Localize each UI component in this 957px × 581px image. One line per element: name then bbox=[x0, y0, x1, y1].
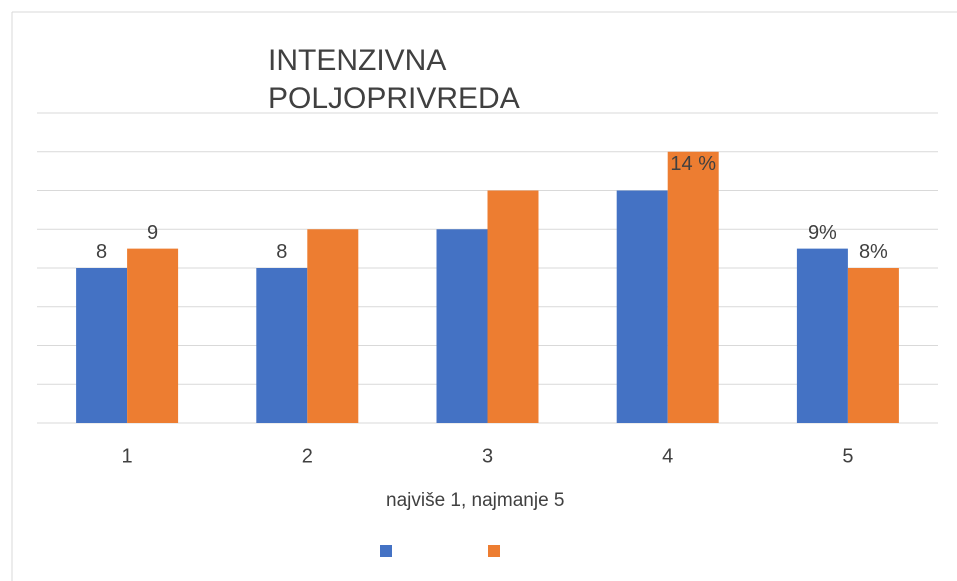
bar bbox=[436, 229, 488, 423]
bar bbox=[307, 229, 359, 423]
data-label: 9% bbox=[807, 221, 837, 244]
data-label: 8% bbox=[858, 241, 888, 263]
x-tick-label: 2 bbox=[302, 445, 313, 467]
bar bbox=[256, 268, 308, 423]
x-tick-label: 4 bbox=[662, 445, 673, 467]
x-tick-label: 1 bbox=[122, 445, 133, 467]
bar bbox=[616, 190, 668, 423]
bar bbox=[127, 248, 179, 423]
data-label: 9 bbox=[147, 221, 159, 244]
data-label: 8 bbox=[276, 241, 288, 263]
legend-swatch bbox=[488, 545, 500, 557]
bar bbox=[796, 248, 848, 423]
data-label: 14 % bbox=[670, 152, 716, 175]
x-tick-label: 5 bbox=[842, 445, 853, 467]
bar bbox=[487, 190, 539, 423]
chart-title: INTENZIVNA POLJOPRIVREDA bbox=[268, 44, 520, 115]
bar bbox=[667, 151, 719, 423]
x-tick-label: 3 bbox=[482, 445, 493, 467]
bar bbox=[847, 268, 899, 423]
legend-swatch bbox=[380, 545, 392, 557]
data-label: 8 bbox=[96, 241, 108, 263]
bar bbox=[76, 268, 128, 423]
legend-title: najviše 1, najmanje 5 bbox=[386, 490, 565, 511]
